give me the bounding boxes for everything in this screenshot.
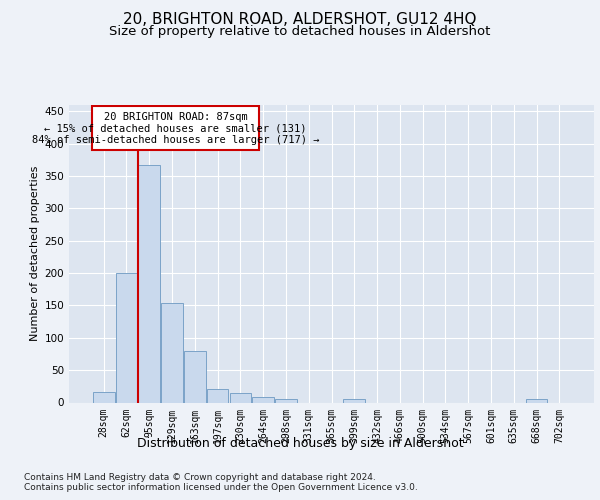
FancyBboxPatch shape bbox=[92, 106, 259, 150]
Bar bbox=[139, 165, 160, 402]
Bar bbox=[275, 400, 297, 402]
Bar bbox=[184, 352, 206, 403]
Text: Size of property relative to detached houses in Aldershot: Size of property relative to detached ho… bbox=[109, 25, 491, 38]
Bar bbox=[253, 398, 274, 402]
Bar bbox=[230, 394, 251, 402]
Bar bbox=[343, 400, 365, 402]
Bar bbox=[526, 400, 547, 402]
Bar bbox=[93, 392, 115, 402]
Y-axis label: Number of detached properties: Number of detached properties bbox=[30, 166, 40, 342]
Text: 20 BRIGHTON ROAD: 87sqm
← 15% of detached houses are smaller (131)
84% of semi-d: 20 BRIGHTON ROAD: 87sqm ← 15% of detache… bbox=[32, 112, 319, 145]
Text: Contains HM Land Registry data © Crown copyright and database right 2024.: Contains HM Land Registry data © Crown c… bbox=[24, 472, 376, 482]
Bar bbox=[161, 303, 183, 402]
Text: Contains public sector information licensed under the Open Government Licence v3: Contains public sector information licen… bbox=[24, 484, 418, 492]
Text: Distribution of detached houses by size in Aldershot: Distribution of detached houses by size … bbox=[137, 438, 463, 450]
Text: 20, BRIGHTON ROAD, ALDERSHOT, GU12 4HQ: 20, BRIGHTON ROAD, ALDERSHOT, GU12 4HQ bbox=[123, 12, 477, 28]
Bar bbox=[116, 272, 137, 402]
Bar bbox=[207, 389, 229, 402]
